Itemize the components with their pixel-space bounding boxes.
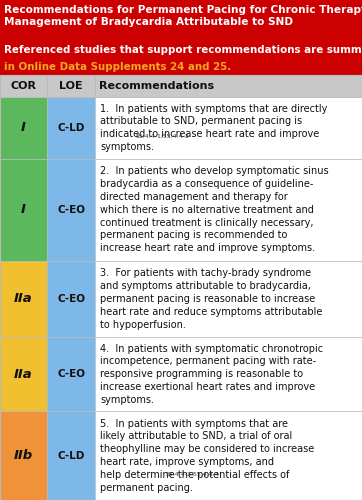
Text: C-EO: C-EO	[57, 204, 85, 214]
Bar	[0, 75, 362, 97]
Text: Referenced studies that support recommendations are summarized: Referenced studies that support recommen…	[4, 45, 362, 55]
Bar	[47, 97, 95, 158]
Bar	[95, 411, 362, 500]
Bar	[95, 261, 362, 337]
Bar	[0, 337, 47, 411]
Text: IIa: IIa	[14, 292, 33, 306]
Text: C-LD: C-LD	[57, 450, 85, 460]
Text: C-EO: C-EO	[57, 369, 85, 379]
Text: 2.  In patients who develop symptomatic sinus
bradycardia as a consequence of gu: 2. In patients who develop symptomatic s…	[100, 166, 329, 253]
Bar	[0, 75, 362, 500]
Bar	[47, 411, 95, 500]
Text: in Online Data Supplements 24 and 25.: in Online Data Supplements 24 and 25.	[4, 62, 231, 72]
Text: 4.  In patients with symptomatic chronotropic
incompetence, permanent pacing wit: 4. In patients with symptomatic chronotr…	[100, 344, 324, 404]
Bar	[0, 411, 47, 500]
Bar	[95, 158, 362, 261]
Text: C-LD: C-LD	[57, 123, 85, 133]
Bar	[0, 261, 47, 337]
Text: C-EO: C-EO	[57, 294, 85, 304]
Bar	[0, 0, 362, 75]
Text: LOE: LOE	[59, 81, 83, 91]
Text: 55.4.4-1,55.4.4-2: 55.4.4-1,55.4.4-2	[135, 134, 189, 139]
Bar	[95, 337, 362, 411]
Text: Recommendations: Recommendations	[99, 81, 214, 91]
Text: COR: COR	[10, 81, 37, 91]
Text: IIa: IIa	[14, 368, 33, 380]
Text: I: I	[21, 203, 26, 216]
Text: I: I	[21, 122, 26, 134]
Text: Recommendations for Permanent Pacing for Chronic Therapy/
Management of Bradycar: Recommendations for Permanent Pacing for…	[4, 5, 362, 27]
Text: 1.  In patients with symptoms that are directly
attributable to SND, permanent p: 1. In patients with symptoms that are di…	[100, 104, 328, 152]
Bar	[0, 97, 47, 158]
Bar	[47, 158, 95, 261]
Text: 5.  In patients with symptoms that are
likely attributable to SND, a trial of or: 5. In patients with symptoms that are li…	[100, 418, 315, 492]
Bar	[0, 158, 47, 261]
Bar	[47, 261, 95, 337]
Text: 55.4.4-3,55.4.4-4: 55.4.4-3,55.4.4-4	[166, 472, 220, 476]
Text: IIb: IIb	[14, 449, 33, 462]
Bar	[47, 337, 95, 411]
Text: 3.  For patients with tachy-brady syndrome
and symptoms attributable to bradycar: 3. For patients with tachy-brady syndrom…	[100, 268, 323, 330]
Bar	[95, 97, 362, 158]
